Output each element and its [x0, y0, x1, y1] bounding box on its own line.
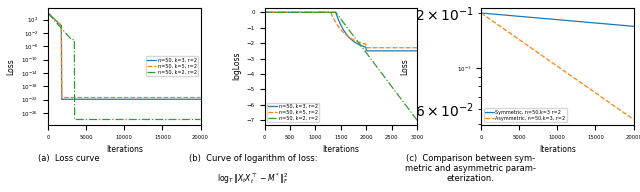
Text: (a)  Loss curve: (a) Loss curve [38, 154, 100, 163]
Legend: n=50, k=3, r=2, n=50, k=5, r=2, n=50, k=2, r=2: n=50, k=3, r=2, n=50, k=5, r=2, n=50, k=… [267, 103, 319, 122]
Text: (b)  Curve of logarithm of loss:: (b) Curve of logarithm of loss: [189, 154, 317, 163]
Legend: n=50, k=3, r=2, n=50, k=5, r=2, n=50, k=2, r=2: n=50, k=3, r=2, n=50, k=5, r=2, n=50, k=… [146, 56, 198, 76]
Y-axis label: Loss: Loss [400, 58, 409, 75]
Y-axis label: Loss: Loss [7, 58, 16, 75]
X-axis label: Iterations: Iterations [106, 145, 143, 154]
Y-axis label: logLoss: logLoss [232, 52, 241, 80]
Legend: Symmetric, n=50,k=3 r=2, Asymmetric, n=50,k=3, r=2: Symmetric, n=50,k=3 r=2, Asymmetric, n=5… [484, 108, 567, 122]
Text: $\log_T \|X_t X_t^\top - M^*\|_F^2$: $\log_T \|X_t X_t^\top - M^*\|_F^2$ [217, 171, 289, 186]
Text: (c)  Comparison between sym-
metric and asymmetric param-
eterization.: (c) Comparison between sym- metric and a… [405, 154, 536, 183]
X-axis label: Iterations: Iterations [323, 145, 359, 154]
X-axis label: Iterations: Iterations [539, 145, 576, 154]
